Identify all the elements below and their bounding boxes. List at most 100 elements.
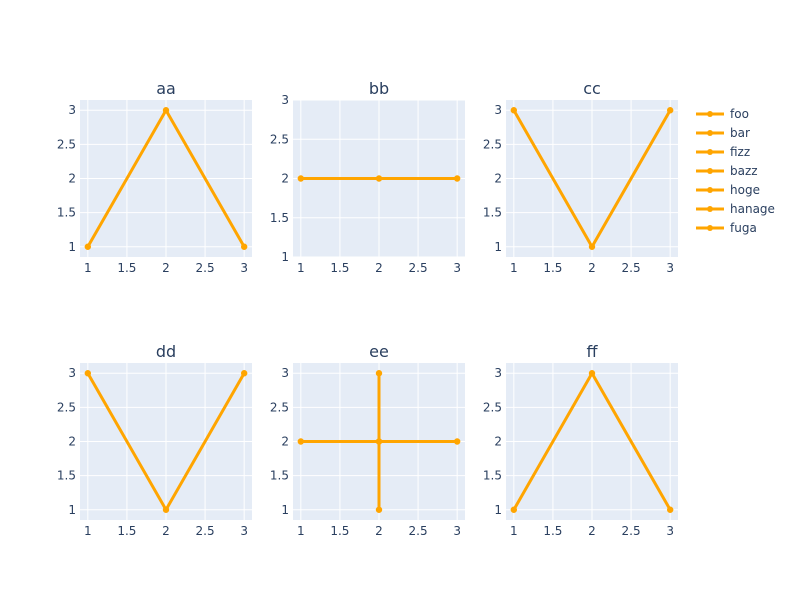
- y-tick-label: 3: [494, 103, 502, 117]
- x-tick-label: 3: [453, 261, 461, 275]
- x-tick-label: 1.5: [117, 524, 136, 538]
- legend-item[interactable]: bar: [696, 126, 750, 140]
- subplot-cc: 1 1.5 2 2.5 3 1 1.5 2 2.5 3 cc: [483, 79, 678, 275]
- data-point: [84, 370, 92, 377]
- legend-item[interactable]: bazz: [696, 164, 758, 178]
- x-tick-label: 2.5: [409, 524, 428, 538]
- data-point: [297, 438, 305, 445]
- legend-label: bazz: [730, 164, 758, 178]
- x-tick-label: 1: [297, 261, 305, 275]
- x-tick-label: 2.5: [409, 261, 428, 275]
- legend-label: fuga: [730, 221, 757, 235]
- data-point: [240, 243, 248, 250]
- x-tick-label: 1.5: [330, 261, 349, 275]
- x-tick-label: 2: [588, 261, 596, 275]
- data-point: [666, 107, 674, 114]
- subplot-title: aa: [156, 79, 176, 98]
- data-point: [510, 506, 518, 513]
- data-point: [162, 506, 170, 513]
- subplot-title: bb: [369, 79, 389, 98]
- data-point: [666, 506, 674, 513]
- legend-item[interactable]: fuga: [696, 221, 757, 235]
- y-tick-label: 1: [281, 250, 289, 264]
- y-tick-label: 1.5: [57, 469, 76, 483]
- subplot-title: cc: [583, 79, 601, 98]
- legend-label: fizz: [730, 145, 750, 159]
- legend-item[interactable]: fizz: [696, 145, 750, 159]
- x-tick-label: 1: [510, 524, 518, 538]
- legend-swatch-marker: [707, 206, 713, 212]
- legend-swatch-marker: [707, 130, 713, 136]
- data-point: [375, 506, 383, 513]
- legend-swatch-marker: [707, 111, 713, 117]
- subplot-ee: 1 1.5 2 2.5 3 1 1.5 2 2.5 3 ee: [270, 342, 465, 538]
- x-tick-label: 2: [162, 524, 170, 538]
- y-tick-label: 1: [494, 240, 502, 254]
- subplot-aa: 1 1.5 2 2.5 3 1 1.5 2 2.5 3 aa: [57, 79, 252, 275]
- x-tick-label: 1: [510, 261, 518, 275]
- data-point: [375, 175, 383, 182]
- x-tick-label: 3: [453, 524, 461, 538]
- x-tick-label: 1: [84, 524, 92, 538]
- y-tick-label: 1.5: [270, 469, 289, 483]
- x-tick-label: 2: [375, 261, 383, 275]
- x-tick-label: 2: [588, 524, 596, 538]
- y-tick-label: 3: [281, 366, 289, 380]
- y-tick-label: 2.5: [57, 400, 76, 414]
- x-tick-label: 1.5: [117, 261, 136, 275]
- legend-item[interactable]: hanage: [696, 202, 775, 216]
- legend-swatch-marker: [707, 149, 713, 155]
- legend-item[interactable]: hoge: [696, 183, 760, 197]
- x-tick-label: 1.5: [543, 261, 562, 275]
- subplot-title: ee: [369, 342, 389, 361]
- subplot-bb: 1 1.5 2 2.5 3 1 1.5 2 2.5 3 bb: [270, 79, 465, 275]
- data-point: [510, 107, 518, 114]
- x-tick-label: 2.5: [622, 261, 641, 275]
- legend-label: hoge: [730, 183, 760, 197]
- x-tick-label: 2.5: [196, 524, 215, 538]
- y-tick-label: 2: [281, 435, 289, 449]
- x-tick-label: 1: [297, 524, 305, 538]
- legend-label: hanage: [730, 202, 775, 216]
- subplot-title: dd: [156, 342, 176, 361]
- y-tick-label: 2.5: [270, 400, 289, 414]
- y-tick-label: 2: [281, 172, 289, 186]
- x-tick-label: 1.5: [543, 524, 562, 538]
- x-tick-label: 1: [84, 261, 92, 275]
- legend-swatch-marker: [707, 187, 713, 193]
- x-tick-label: 2: [375, 524, 383, 538]
- data-point: [453, 175, 461, 182]
- y-tick-label: 1: [68, 240, 76, 254]
- y-tick-label: 1.5: [483, 469, 502, 483]
- legend-label: bar: [730, 126, 750, 140]
- x-tick-label: 3: [240, 524, 248, 538]
- data-point: [453, 438, 461, 445]
- subplot-dd: 1 1.5 2 2.5 3 1 1.5 2 2.5 3 dd: [57, 342, 252, 538]
- data-point: [297, 175, 305, 182]
- x-tick-label: 2: [162, 261, 170, 275]
- y-tick-label: 3: [494, 366, 502, 380]
- y-tick-label: 3: [68, 103, 76, 117]
- y-tick-label: 3: [68, 366, 76, 380]
- y-tick-label: 1.5: [483, 206, 502, 220]
- x-tick-label: 2.5: [196, 261, 215, 275]
- y-tick-label: 2.5: [483, 137, 502, 151]
- x-tick-label: 1.5: [330, 524, 349, 538]
- data-point: [240, 370, 248, 377]
- y-tick-label: 1.5: [270, 211, 289, 225]
- data-point: [375, 370, 383, 377]
- y-tick-label: 2.5: [57, 137, 76, 151]
- x-tick-label: 3: [240, 261, 248, 275]
- y-tick-label: 1.5: [57, 206, 76, 220]
- legend-swatch-marker: [707, 168, 713, 174]
- y-tick-label: 2: [494, 435, 502, 449]
- y-tick-label: 1: [68, 503, 76, 517]
- data-point: [375, 438, 383, 445]
- y-tick-label: 2: [68, 172, 76, 186]
- legend-item[interactable]: foo: [696, 107, 749, 121]
- y-tick-label: 1: [281, 503, 289, 517]
- legend-swatch-marker: [707, 225, 713, 231]
- data-point: [84, 243, 92, 250]
- x-tick-label: 3: [666, 261, 674, 275]
